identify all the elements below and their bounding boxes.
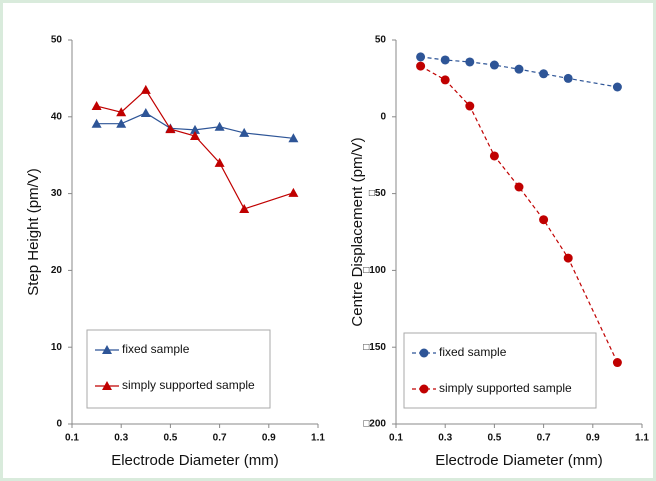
y-tick-label: □150 xyxy=(363,342,386,353)
series-line xyxy=(420,65,618,363)
legend-box xyxy=(403,332,597,409)
marker xyxy=(91,118,102,128)
marker xyxy=(612,358,622,368)
y-tick-label: 50 xyxy=(375,35,387,46)
x-tick-label: 1.1 xyxy=(311,433,325,444)
marker xyxy=(91,101,102,111)
x-tick-label: 0.7 xyxy=(213,433,227,444)
marker xyxy=(563,73,573,83)
legend-box xyxy=(86,329,271,409)
marker xyxy=(465,57,475,67)
marker xyxy=(288,133,299,143)
marker xyxy=(612,82,622,92)
y-tick-label: □100 xyxy=(363,265,386,276)
y-tick-label: □200 xyxy=(363,419,386,430)
marker xyxy=(539,69,549,79)
y-tick-label: 0 xyxy=(56,419,62,430)
x-tick-label: 0.5 xyxy=(163,433,177,444)
marker xyxy=(416,52,426,62)
marker xyxy=(465,101,475,111)
marker xyxy=(190,131,200,140)
x-tick-label: 0.1 xyxy=(65,433,79,444)
legend-marker xyxy=(102,345,112,354)
marker xyxy=(116,107,127,117)
marker xyxy=(489,151,499,161)
x-tick-label: 0.7 xyxy=(537,433,551,444)
marker xyxy=(514,64,524,74)
x-tick-label: 0.9 xyxy=(586,433,600,444)
marker xyxy=(190,124,200,134)
marker xyxy=(116,118,127,128)
y-tick-label: 0 xyxy=(380,111,386,122)
legend-label: fixed sample xyxy=(122,342,190,356)
x-tick-label: 0.3 xyxy=(114,433,128,444)
legend-label: simply supported sample xyxy=(122,378,255,392)
marker xyxy=(239,203,250,213)
x-tick-label: 0.3 xyxy=(438,433,452,444)
legend-label: simply supported sample xyxy=(439,381,572,395)
y-tick-label: □50 xyxy=(369,188,387,199)
marker xyxy=(489,60,499,70)
y-tick-label: 40 xyxy=(51,111,63,122)
legend-marker xyxy=(419,348,429,358)
marker xyxy=(514,182,524,192)
x-tick-label: 0.5 xyxy=(487,433,501,444)
x-axis-title: Electrode Diameter (mm) xyxy=(435,452,603,469)
marker xyxy=(165,124,176,134)
series-line xyxy=(96,88,294,210)
legend-marker xyxy=(102,381,112,390)
y-axis-title: Step Height (pm/V) xyxy=(25,168,42,296)
marker xyxy=(416,61,426,71)
legend-label: fixed sample xyxy=(439,345,507,359)
y-tick-label: 30 xyxy=(51,188,63,199)
x-tick-label: 1.1 xyxy=(635,433,649,444)
y-tick-label: 20 xyxy=(51,265,63,276)
marker xyxy=(539,215,549,225)
marker xyxy=(140,84,151,94)
y-tick-label: 50 xyxy=(51,35,63,46)
marker xyxy=(440,55,450,65)
marker xyxy=(563,253,573,263)
x-tick-label: 0.1 xyxy=(389,433,403,444)
y-tick-label: 10 xyxy=(51,342,63,353)
x-tick-label: 0.9 xyxy=(262,433,276,444)
y-axis-title: Centre Displacement (pm/V) xyxy=(349,137,366,326)
marker xyxy=(140,107,151,117)
marker xyxy=(239,127,250,137)
marker xyxy=(440,75,450,85)
marker xyxy=(214,121,225,131)
x-axis-title: Electrode Diameter (mm) xyxy=(111,452,279,469)
legend-marker xyxy=(419,384,429,394)
series-line xyxy=(96,112,294,139)
marker xyxy=(214,157,225,167)
marker xyxy=(288,187,299,197)
